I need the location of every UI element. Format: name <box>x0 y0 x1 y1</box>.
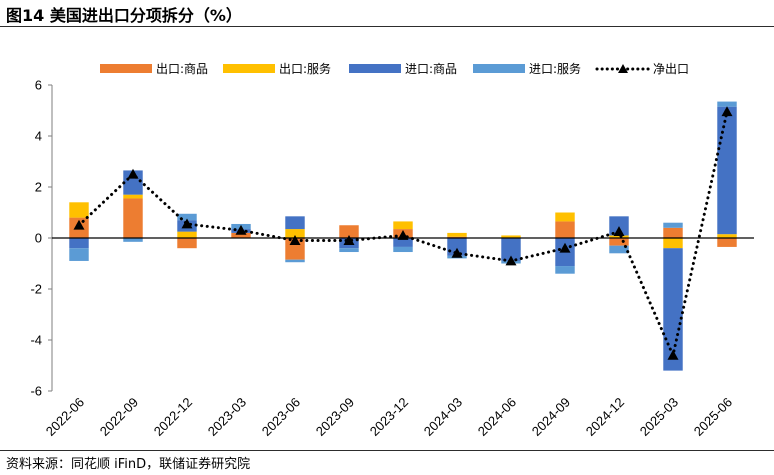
net-exports-marker <box>667 349 679 360</box>
source-note: 资料来源：同花顺 iFinD，联储证券研究院 <box>6 457 251 472</box>
net-exports-marker <box>613 226 625 237</box>
x-tick-label: 2023-09 <box>313 395 357 439</box>
x-tick-label: 2024-12 <box>583 395 627 439</box>
bar-segment <box>663 238 683 249</box>
bar-segment <box>663 222 683 228</box>
bar-segment <box>717 106 737 235</box>
y-tick-label: 0 <box>35 231 42 246</box>
legend-label: 出口:服务 <box>279 61 331 76</box>
legend-label: 净出口 <box>653 62 689 76</box>
chart-title: 图14 美国进出口分项拆分（%） <box>6 6 242 25</box>
bar-segment <box>555 266 575 274</box>
legend-marker <box>618 64 628 73</box>
net-exports-line <box>73 106 733 361</box>
bar-segment <box>501 238 521 261</box>
legend-swatch <box>100 64 152 73</box>
bar-segment <box>393 246 413 253</box>
bar-segment <box>285 259 305 263</box>
x-tick-label: 2023-06 <box>259 395 303 439</box>
legend-label: 进口:服务 <box>529 61 581 76</box>
bar-segment <box>555 221 575 238</box>
net-exports-marker <box>343 235 355 245</box>
y-tick-label: 4 <box>35 129 42 144</box>
bar-segment <box>555 212 575 222</box>
bar-segment <box>177 231 197 238</box>
bar-segment <box>69 238 89 249</box>
net-exports-marker <box>73 219 85 230</box>
bar-segment <box>717 101 737 107</box>
y-tick-label: -2 <box>30 282 42 297</box>
legend-swatch <box>223 64 275 73</box>
bar-segment <box>717 234 737 238</box>
bar-segment <box>609 235 629 238</box>
legend-label: 出口:商品 <box>156 61 208 76</box>
x-tick-label: 2022-12 <box>151 395 195 439</box>
bar-segment <box>717 238 737 247</box>
net-exports-marker <box>451 247 463 258</box>
bar-segment <box>447 232 467 237</box>
bottom-rule <box>0 450 774 451</box>
bar-segment <box>177 213 197 221</box>
legend-label: 进口:商品 <box>405 61 457 76</box>
x-tick-label: 2025-06 <box>691 395 735 439</box>
x-tick-label: 2022-06 <box>43 395 87 439</box>
net-exports-marker <box>559 242 571 253</box>
bar-segment <box>609 216 629 236</box>
bar-segment <box>447 236 467 238</box>
legend-swatch <box>349 64 401 73</box>
bar-segment <box>123 194 143 199</box>
net-exports-marker <box>289 235 301 245</box>
net-exports-marker <box>181 218 193 229</box>
y-tick-labels: -6 -4 -2 0 2 4 6 <box>30 78 52 399</box>
x-tick-label: 2024-09 <box>529 395 573 439</box>
legend: 出口:商品 出口:服务 进口:商品 进口:服务 净出口 <box>100 61 689 76</box>
y-tick-label: 6 <box>35 78 42 93</box>
top-rule <box>0 26 774 27</box>
bar-segment <box>177 238 197 249</box>
net-exports-marker <box>397 229 409 240</box>
bar-segment <box>609 238 629 246</box>
bar-segment <box>501 235 521 238</box>
bar-segment <box>447 238 467 256</box>
legend-swatch <box>473 64 525 73</box>
y-tick-label: -6 <box>30 384 42 399</box>
x-tick-label: 2022-09 <box>97 395 141 439</box>
bar-segment <box>393 238 413 247</box>
bar-segment <box>285 216 305 230</box>
y-tick-label: -4 <box>30 333 42 348</box>
x-tick-label: 2023-12 <box>367 395 411 439</box>
bar-segment <box>393 221 413 230</box>
net-exports-marker <box>505 255 517 266</box>
bar-segment <box>69 202 89 218</box>
bar-segment <box>663 227 683 238</box>
bar-segment <box>69 248 89 261</box>
bar-segment <box>285 229 305 238</box>
net-exports-marker <box>235 224 247 235</box>
net-exports-marker <box>721 106 733 117</box>
x-tick-label: 2025-03 <box>637 395 681 439</box>
bar-segment <box>339 248 359 253</box>
x-tick-labels: 2022-06 2022-09 2022-12 2023-03 2023-06 2023-… <box>43 395 735 439</box>
net-exports-marker <box>127 168 139 179</box>
y-tick-label: 2 <box>35 180 42 195</box>
bar-segment <box>123 170 143 195</box>
bar-segment <box>339 225 359 238</box>
bar-segment <box>123 238 143 242</box>
bar-segment <box>231 232 251 238</box>
x-tick-label: 2024-03 <box>421 395 465 439</box>
bar-segment <box>123 198 143 238</box>
bar-segment <box>609 245 629 254</box>
x-tick-label: 2024-06 <box>475 395 519 439</box>
x-tick-label: 2023-03 <box>205 395 249 439</box>
bar-segment <box>285 238 305 260</box>
